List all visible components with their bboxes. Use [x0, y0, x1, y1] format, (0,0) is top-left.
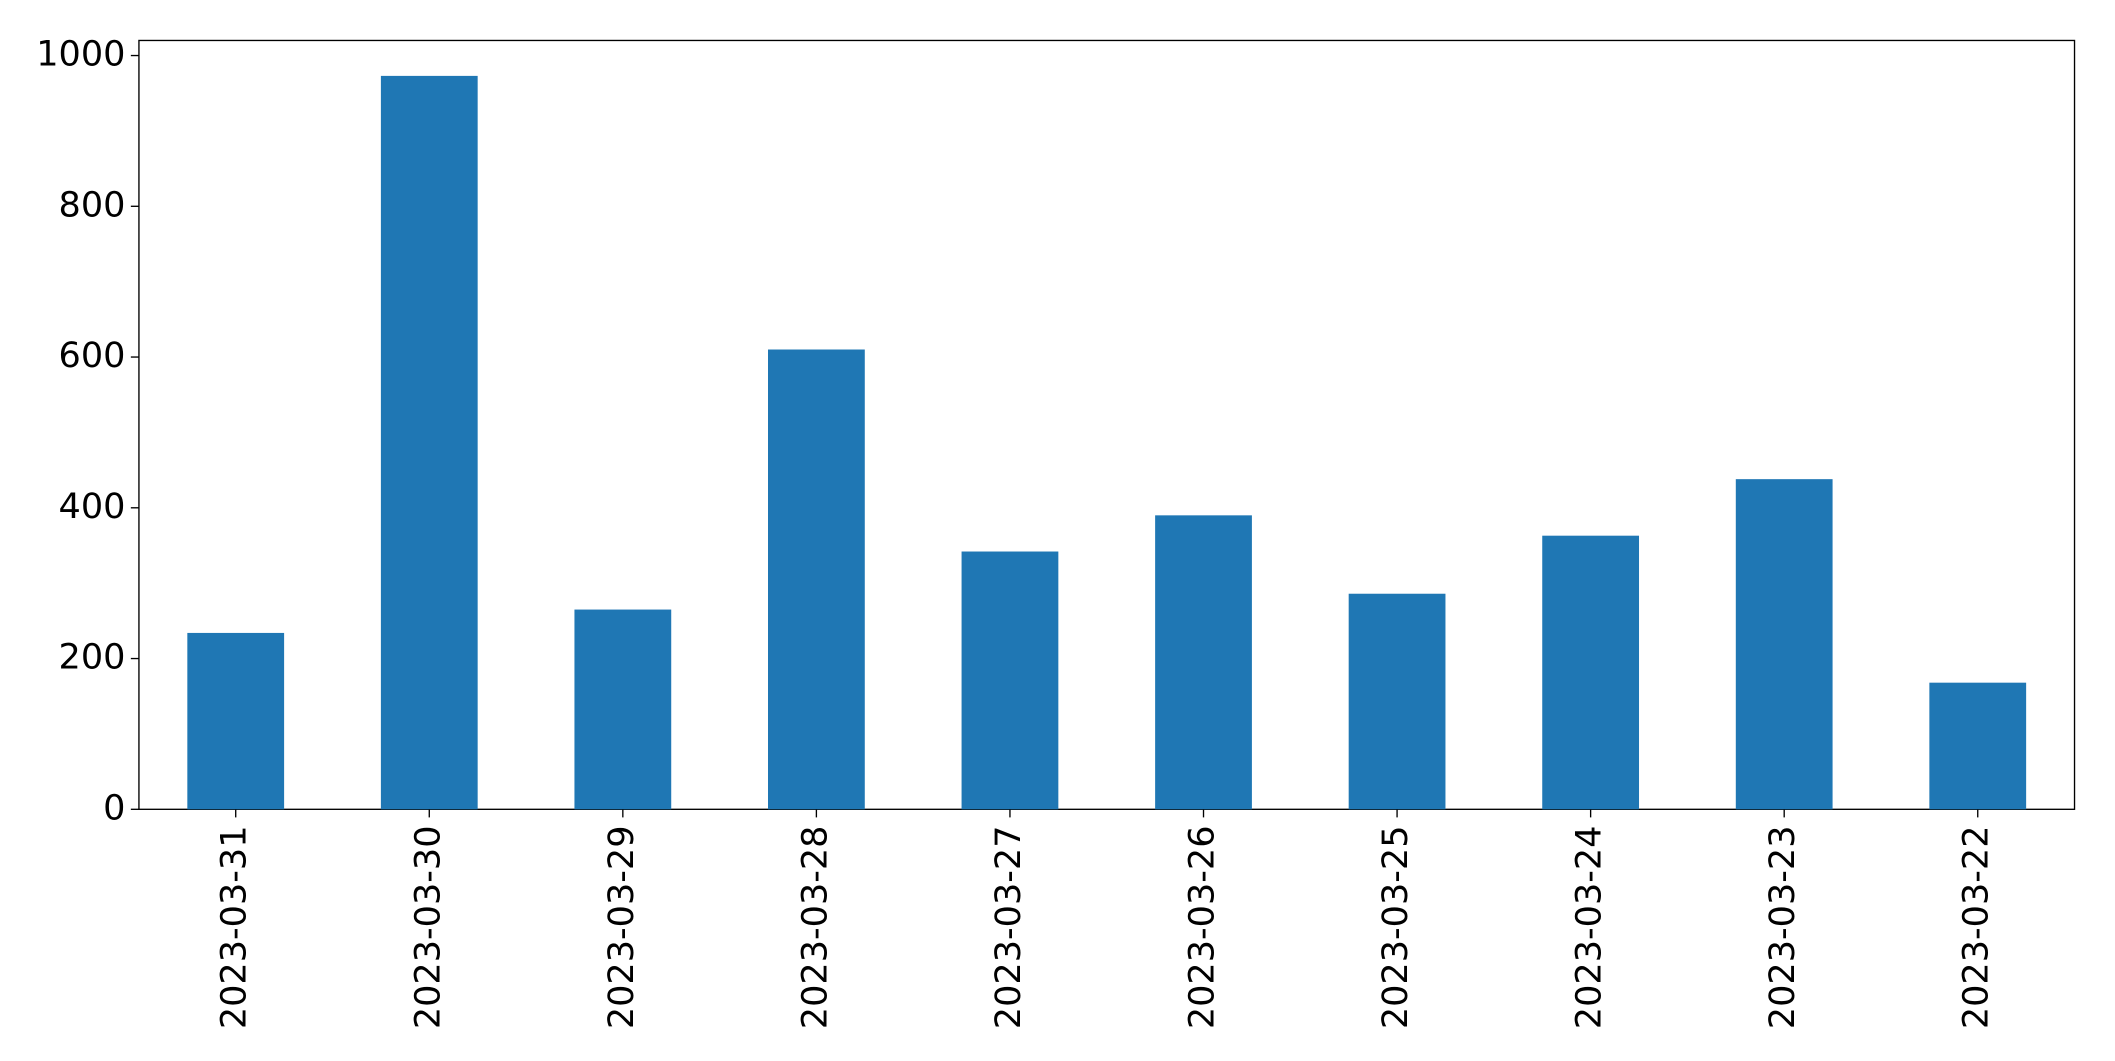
x-tick-label: 2023-03-27: [988, 825, 1029, 1029]
x-tick-label: 2023-03-26: [1182, 825, 1223, 1029]
y-tick-label: 400: [59, 486, 126, 527]
bar: [768, 349, 865, 810]
x-tick-label: 2023-03-25: [1375, 825, 1416, 1029]
bar: [380, 75, 478, 810]
y-tick-label: 200: [59, 637, 126, 678]
x-tick-label: 2023-03-23: [1762, 825, 1803, 1029]
bar: [961, 551, 1059, 810]
x-tick-label: 2023-03-22: [1956, 825, 1997, 1029]
bar: [1929, 682, 2027, 810]
y-tick-label: 1000: [36, 34, 125, 75]
y-tick-label: 0: [103, 787, 125, 828]
bar: [1542, 535, 1640, 810]
plot-frame: [138, 39, 2076, 810]
y-tick-label: 600: [59, 335, 126, 376]
bar: [1348, 593, 1446, 810]
bar: [187, 632, 285, 810]
x-tick-label: 2023-03-29: [601, 825, 642, 1029]
x-tick-label: 2023-03-28: [794, 825, 835, 1029]
x-tick-label: 2023-03-24: [1569, 825, 1610, 1029]
x-tick-label: 2023-03-31: [214, 825, 255, 1029]
x-tick-label: 2023-03-30: [407, 825, 448, 1029]
bar: [574, 609, 672, 810]
bar: [1735, 479, 1833, 810]
bar: [1155, 515, 1252, 810]
y-tick-label: 800: [59, 184, 126, 225]
